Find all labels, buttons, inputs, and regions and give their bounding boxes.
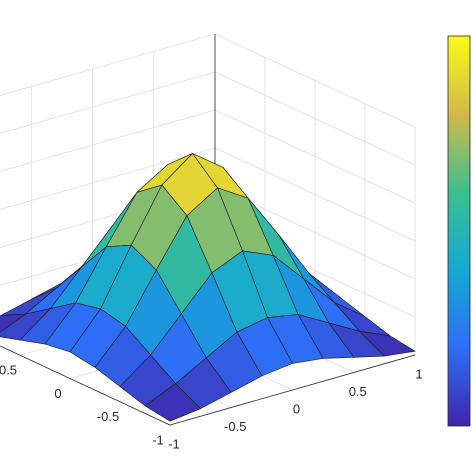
surface-patch [144, 383, 202, 422]
x-tick-label: 0.5 [349, 384, 367, 399]
y-tick-label: -1 [152, 432, 164, 447]
x-tick-label: 1 [415, 366, 422, 381]
x-tick-label: 0 [293, 401, 300, 416]
x-tick-label: -0.5 [224, 419, 246, 434]
tick-labels: -1 -0.5 0 0.5 1 -1 -0.5 0 0.5 [0, 363, 423, 452]
y-tick-label: 0.5 [0, 363, 17, 378]
grid-line [0, 33, 216, 96]
grid-line [0, 71, 216, 134]
y-tick-label: 0 [54, 386, 61, 401]
y-tick-label: -0.5 [97, 409, 119, 424]
axis-line [169, 354, 416, 426]
x-tick-label: -1 [168, 436, 180, 451]
surface [0, 152, 416, 422]
axis-line [0, 345, 171, 426]
colorbar [447, 35, 471, 427]
